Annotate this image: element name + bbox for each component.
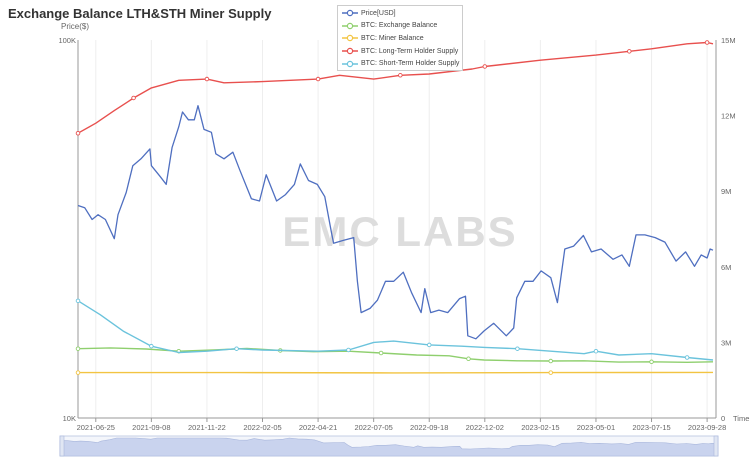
x-tick-label: 2022-02-05: [243, 423, 281, 432]
series-point-btc-miner-balance: [548, 370, 554, 375]
y-right-tick-label: 6M: [721, 263, 731, 272]
legend-line-icon: [342, 35, 358, 42]
series-point-btc-long-term-holder-supply: [482, 64, 488, 69]
series-point-btc-miner-balance: [75, 370, 81, 375]
series-point-btc-exchange-balance: [466, 356, 471, 362]
series-point-btc-short-term-holder-supply: [515, 346, 520, 351]
series-point-btc-short-term-holder-supply: [75, 298, 81, 304]
zoom-preview-area: [59, 437, 716, 457]
series-point-btc-short-term-holder-supply: [234, 346, 239, 351]
chart-title: Exchange Balance LTH&STH Miner Supply: [8, 6, 272, 21]
zoom-handle-right: [713, 435, 719, 457]
series-point-btc-exchange-balance: [649, 359, 654, 365]
x-tick-label: 2021-06-25: [77, 423, 115, 432]
zoom-handle-left: [59, 435, 65, 457]
watermark: EMC LABS: [282, 208, 517, 255]
x-tick-label: 2021-11-22: [188, 423, 226, 432]
legend-line-icon: [342, 60, 358, 67]
legend-label: BTC: Exchange Balance: [361, 22, 438, 30]
legend-label: BTC: Long-Term Holder Supply: [361, 47, 459, 55]
axes-layer: 2021-06-25 2021-09-08 2021-11-22 2022-02-05…: [58, 36, 749, 432]
series-point-btc-long-term-holder-supply: [398, 73, 403, 78]
y-left-tick-label: 10K: [63, 414, 76, 423]
x-tick-label: 2021-09-08: [132, 423, 170, 432]
x-tick-label: 2022-09-18: [410, 423, 448, 432]
x-tick-label: 2022-07-05: [354, 423, 392, 432]
series-point-btc-exchange-balance: [548, 358, 554, 364]
series-point-btc-long-term-holder-supply: [75, 130, 81, 136]
series-line-price-usd: [77, 105, 714, 340]
series-point-btc-long-term-holder-supply: [627, 49, 632, 54]
x-tick-label: 2023-05-01: [577, 423, 615, 432]
series-point-btc-long-term-holder-supply: [704, 40, 710, 45]
x-tick-label: 2022-12-02: [466, 423, 504, 432]
series-layer: [75, 40, 714, 375]
y-right-tick-label: 15M: [721, 36, 736, 45]
legend-item-price[interactable]: Price[USD]: [342, 7, 458, 20]
series-line-btc-exchange-balance: [77, 347, 714, 363]
series-point-btc-short-term-holder-supply: [149, 343, 154, 349]
series-point-btc-short-term-holder-supply: [593, 348, 599, 354]
series-line-btc-long-term-holder-supply: [77, 41, 714, 134]
series-line-btc-miner-balance: [78, 371, 714, 374]
legend-item-sth-supply[interactable]: BTC: Short-Term Holder Supply: [342, 57, 460, 70]
y-right-tick-label: 0: [721, 414, 725, 423]
grid-layer: [95, 40, 708, 418]
legend-label: BTC: Short-Term Holder Supply: [361, 60, 460, 68]
legend-line-icon: [342, 47, 358, 55]
legend-item-exchange-balance[interactable]: BTC: Exchange Balance: [342, 20, 458, 33]
x-tick-label: 2022-04-21: [299, 423, 337, 432]
legend-item-lth-supply[interactable]: BTC: Long-Term Holder Supply: [342, 45, 458, 58]
series-point-btc-exchange-balance: [75, 346, 81, 351]
y-right-tick-label: 3M: [721, 338, 731, 347]
x-axis-end-label: Time: [733, 414, 749, 423]
legend-item-miner-balance[interactable]: BTC: Miner Balance: [342, 32, 458, 45]
y-left-tick-label: 100K: [58, 36, 76, 45]
legend: Price[USD] BTC: Exchange Balance BTC: Mi…: [337, 5, 463, 71]
legend-label: Price[USD]: [361, 9, 396, 17]
x-tick-label: 2023-07-15: [632, 423, 670, 432]
x-tick-label: 2023-02-15: [521, 423, 559, 432]
y-axis-left-title: Price($): [61, 22, 90, 31]
legend-label: BTC: Miner Balance: [361, 34, 424, 42]
series-point-btc-long-term-holder-supply: [315, 76, 321, 82]
series-point-btc-long-term-holder-supply: [204, 76, 210, 82]
series-line-btc-short-term-holder-supply: [77, 300, 714, 361]
legend-line-icon: [342, 10, 358, 17]
y-right-tick-label: 12M: [721, 112, 736, 121]
y-right-tick-label: 9M: [721, 187, 731, 196]
series-point-btc-short-term-holder-supply: [346, 347, 351, 353]
series-point-btc-short-term-holder-supply: [684, 355, 690, 360]
series-point-btc-exchange-balance: [378, 350, 384, 356]
legend-line-icon: [342, 22, 358, 30]
x-tick-label: 2023-09-28: [688, 423, 726, 432]
zoom-slider[interactable]: [59, 435, 719, 457]
series-point-btc-long-term-holder-supply: [131, 95, 136, 101]
series-point-btc-short-term-holder-supply: [426, 342, 432, 348]
